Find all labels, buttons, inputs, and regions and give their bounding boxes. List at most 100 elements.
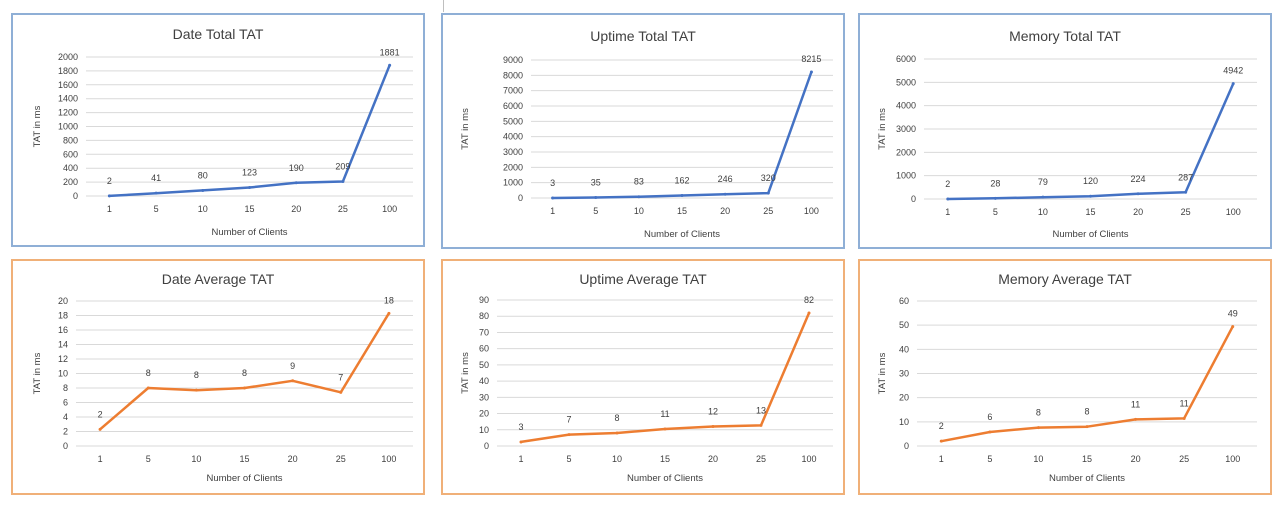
y-tick-label: 400 <box>63 163 78 173</box>
data-label: 4942 <box>1223 66 1243 76</box>
data-point <box>1136 192 1140 196</box>
data-point <box>291 379 295 383</box>
data-point <box>341 179 345 183</box>
x-tick-label: 20 <box>288 454 298 464</box>
chart-panel-date-total: Date Total TAT 0 200 400 600 800 1000 1200 1400 1… <box>11 13 425 247</box>
y-tick-label: 80 <box>479 311 489 321</box>
data-point <box>294 181 298 185</box>
y-tick-label: 40 <box>479 376 489 386</box>
y-tick-label: 0 <box>904 441 909 451</box>
x-tick-label: 20 <box>291 204 301 214</box>
data-point <box>1085 425 1089 429</box>
data-label: 12 <box>708 407 718 417</box>
memory-total-tat-chart: Memory Total TAT 0 1000 2000 3000 4000 5000 600… <box>877 28 1257 240</box>
x-axis-label: Number of Clients <box>211 227 287 238</box>
data-label: 3 <box>518 422 523 432</box>
y-tick-label: 2000 <box>896 147 916 157</box>
data-point <box>1089 194 1092 198</box>
data-point <box>680 194 684 198</box>
y-tick-label: 16 <box>58 325 68 335</box>
data-point <box>809 70 813 74</box>
data-point <box>594 195 598 199</box>
data-label: 80 <box>198 170 208 180</box>
data-label: 2 <box>98 409 103 419</box>
data-point <box>993 196 997 200</box>
data-label: 82 <box>804 295 814 305</box>
x-tick-label: 20 <box>1133 207 1143 217</box>
y-axis-label: TAT in ms <box>460 352 471 394</box>
data-point <box>567 433 571 437</box>
x-tick-label: 100 <box>1226 207 1241 217</box>
data-point <box>637 195 641 199</box>
data-label: 190 <box>289 163 304 173</box>
y-tick-label: 70 <box>479 327 489 337</box>
chart-panel-uptime-total: Uptime Total TAT 0 1000 2000 3000 4000 5000 600… <box>441 13 845 249</box>
y-axis-label: TAT in ms <box>877 352 888 394</box>
series-line <box>940 325 1234 443</box>
x-tick-label: 100 <box>801 454 816 464</box>
data-label: 2 <box>945 179 950 189</box>
chart-panel-memory-total: Memory Total TAT 0 1000 2000 3000 4000 5000 600… <box>858 13 1272 249</box>
data-label: 8 <box>1036 408 1041 418</box>
data-label: 2 <box>107 176 112 186</box>
data-label: 246 <box>718 174 733 184</box>
y-tick-label: 6 <box>63 398 68 408</box>
data-label: 83 <box>634 177 644 187</box>
data-point <box>248 185 251 189</box>
x-tick-label: 25 <box>756 454 766 464</box>
x-tick-label: 15 <box>660 454 670 464</box>
x-tick-label: 5 <box>593 206 598 216</box>
y-tick-label: 6000 <box>503 101 523 111</box>
data-label: 8 <box>614 413 619 423</box>
y-tick-label: 18 <box>58 311 68 321</box>
y-tick-label: 600 <box>63 149 78 159</box>
x-tick-label: 1 <box>550 206 555 216</box>
x-tick-label: 15 <box>239 454 249 464</box>
y-tick-label: 1800 <box>58 66 78 76</box>
data-label: 18 <box>384 295 394 305</box>
y-tick-label: 10 <box>58 369 68 379</box>
y-tick-label: 60 <box>899 296 909 306</box>
data-point <box>154 191 158 195</box>
y-tick-label: 50 <box>899 320 909 330</box>
data-point <box>194 388 198 392</box>
data-label: 8215 <box>801 54 821 64</box>
data-label: 35 <box>591 177 601 187</box>
chart-title: Date Average TAT <box>162 271 275 287</box>
y-tick-label: 5000 <box>896 77 916 87</box>
y-tick-label: 0 <box>911 194 916 204</box>
x-axis-label: Number of Clients <box>206 473 282 484</box>
date-total-tat-chart: Date Total TAT 0 200 400 600 800 1000 1200 1400 1… <box>32 26 413 238</box>
y-tick-label: 2000 <box>58 52 78 62</box>
chart-panel-memory-average: Memory Average TAT 0 10 20 30 40 50 60 1 5 10 15 20 2… <box>858 259 1272 495</box>
x-tick-label: 5 <box>154 204 159 214</box>
x-tick-label: 10 <box>198 204 208 214</box>
y-tick-label: 3000 <box>503 147 523 157</box>
data-label: 123 <box>242 167 257 177</box>
x-tick-label: 10 <box>191 454 201 464</box>
y-tick-label: 20 <box>479 409 489 419</box>
chart-panel-date-average: Date Average TAT 0 2 4 6 8 10 12 14 16 18 20 1 5 10 15 2… <box>11 259 425 495</box>
data-label: 320 <box>761 173 776 183</box>
x-tick-label: 25 <box>1179 454 1189 464</box>
x-tick-label: 20 <box>720 206 730 216</box>
data-point <box>946 197 950 201</box>
y-tick-label: 800 <box>63 135 78 145</box>
data-label: 7 <box>338 372 343 382</box>
data-point <box>766 191 770 195</box>
data-label: 209 <box>335 161 350 171</box>
data-label: 79 <box>1038 177 1048 187</box>
x-tick-label: 1 <box>518 454 523 464</box>
y-tick-label: 30 <box>479 392 489 402</box>
data-label: 8 <box>1084 407 1089 417</box>
y-tick-label: 30 <box>899 369 909 379</box>
x-tick-label: 10 <box>612 454 622 464</box>
data-point <box>146 386 150 390</box>
y-tick-label: 0 <box>73 191 78 201</box>
y-axis-label: TAT in ms <box>32 105 43 147</box>
x-tick-label: 5 <box>993 207 998 217</box>
x-tick-label: 20 <box>708 454 718 464</box>
data-label: 8 <box>194 370 199 380</box>
